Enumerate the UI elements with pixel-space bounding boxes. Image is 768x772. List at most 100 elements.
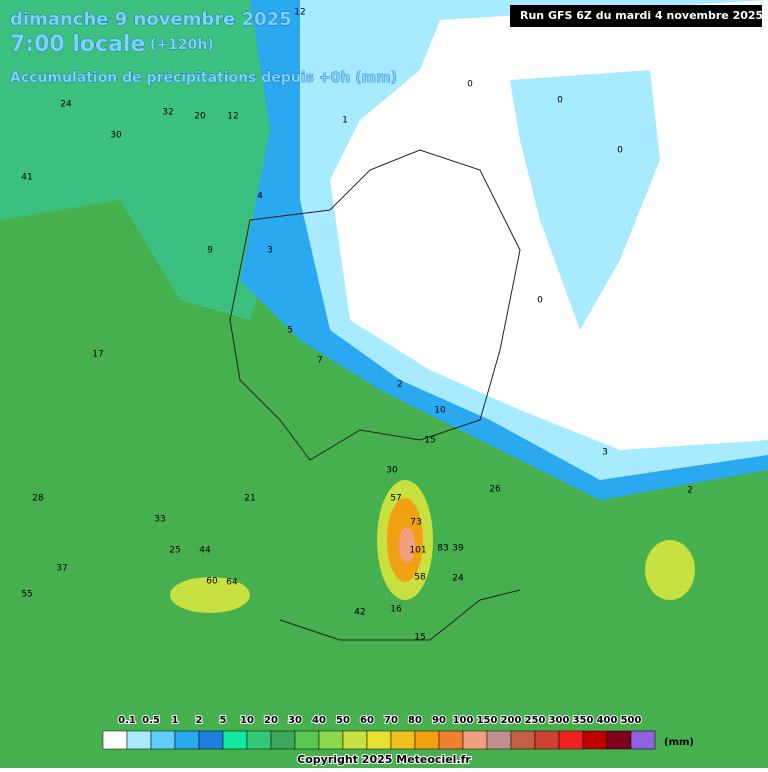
legend-tick-label: 1 (172, 715, 179, 726)
legend-swatch (558, 730, 584, 750)
lead-time: (+120h) (150, 37, 214, 53)
rain-patch (170, 577, 250, 613)
map-value: 64 (226, 578, 238, 588)
run-box (510, 5, 762, 27)
map-value: 83 (437, 544, 448, 554)
legend-swatch (102, 730, 128, 750)
map-value: 42 (354, 608, 365, 618)
legend-swatch (534, 730, 560, 750)
legend-swatch (582, 730, 608, 750)
legend-tick-label: 0.1 (118, 715, 136, 726)
map-value: 21 (244, 494, 255, 504)
legend-swatch (630, 730, 656, 750)
map-value: 33 (154, 515, 165, 525)
coastline (279, 589, 521, 641)
legend-tick-label: 5 (220, 715, 227, 726)
legend-swatch (606, 730, 632, 750)
legend-swatch (174, 730, 200, 750)
legend-tick-label: 0.5 (142, 715, 160, 726)
map-value: 101 (409, 546, 426, 556)
legend-swatch (150, 730, 176, 750)
legend-tick-label: 2 (196, 715, 203, 726)
legend-swatch (390, 730, 416, 750)
legend-swatch (198, 730, 224, 750)
legend-tick-label: 350 (573, 715, 594, 726)
legend-swatch (414, 730, 440, 750)
map-value: 3 (602, 448, 608, 458)
map-value: 4 (257, 192, 263, 202)
legend-swatch (222, 730, 248, 750)
rain-max-core (399, 527, 415, 563)
map-value: 2 (397, 380, 403, 390)
map-value: 39 (452, 544, 464, 554)
legend-swatch (486, 730, 512, 750)
legend-swatch (294, 730, 320, 750)
subtitle: Accumulation de précipitations depuis +0… (10, 70, 397, 86)
country-border (229, 149, 521, 461)
legend-tick-label: 20 (264, 715, 278, 726)
map-value: 0 (537, 296, 543, 306)
map-value: 3 (267, 246, 273, 256)
map-value: 17 (92, 350, 103, 360)
map-value: 30 (386, 466, 398, 476)
map-value: 73 (410, 518, 421, 528)
map-value: 0 (557, 96, 563, 106)
legend-tick-label: 30 (288, 715, 302, 726)
legend-tick-label: 90 (432, 715, 446, 726)
legend-tick-label: 60 (360, 715, 374, 726)
legend-swatch (342, 730, 368, 750)
map-value: 7 (317, 356, 323, 366)
map-value: 1 (342, 116, 348, 126)
map-value: 44 (199, 546, 211, 556)
legend-swatch (270, 730, 296, 750)
map-value: 12 (294, 8, 305, 18)
map-value: 25 (169, 546, 180, 556)
legend-tick-label: 10 (240, 715, 254, 726)
map-value: 30 (110, 131, 122, 141)
map-value: 24 (452, 574, 464, 584)
map-value: 60 (206, 577, 218, 587)
map-value: 37 (56, 564, 67, 574)
map-value: 9 (207, 246, 213, 256)
map-value: 26 (489, 485, 501, 495)
map-value: 2 (687, 486, 693, 496)
map-value: 16 (390, 605, 402, 615)
map-value: 57 (390, 494, 401, 504)
legend-tick-label: 200 (501, 715, 522, 726)
map-value: 32 (162, 108, 173, 118)
copyright: Copyright 2025 Meteociel.fr (297, 753, 471, 766)
rain-patch (645, 540, 695, 600)
alpine-band (510, 70, 660, 330)
legend-tick-label: 80 (408, 715, 422, 726)
time: 7:00 locale (10, 32, 145, 57)
map-value: 41 (21, 173, 32, 183)
legend-swatch (126, 730, 152, 750)
legend-swatch (246, 730, 272, 750)
map-value: 24 (60, 100, 72, 110)
map-value: 55 (21, 590, 32, 600)
date: dimanche 9 novembre 2025 (10, 9, 292, 30)
map-value: 0 (467, 80, 473, 90)
map-value: 12 (227, 112, 238, 122)
legend-tick-label: 40 (312, 715, 326, 726)
legend-unit: (mm) (664, 737, 694, 748)
legend-tick-label: 500 (621, 715, 642, 726)
legend-swatch (462, 730, 488, 750)
map-value: 15 (414, 633, 425, 643)
legend-tick-label: 150 (477, 715, 498, 726)
legend-tick-label: 70 (384, 715, 398, 726)
legend-tick-label: 50 (336, 715, 350, 726)
legend-tick-label: 300 (549, 715, 570, 726)
map-value: 28 (32, 494, 44, 504)
teal-area (0, 0, 300, 320)
legend-swatch (366, 730, 392, 750)
map-value: 58 (414, 573, 426, 583)
legend-tick-label: 250 (525, 715, 546, 726)
map-value: 20 (194, 112, 206, 122)
legend-swatch (510, 730, 536, 750)
legend-swatch (438, 730, 464, 750)
legend-tick-label: 100 (453, 715, 474, 726)
map-value: 0 (617, 146, 623, 156)
legend-swatch (318, 730, 344, 750)
